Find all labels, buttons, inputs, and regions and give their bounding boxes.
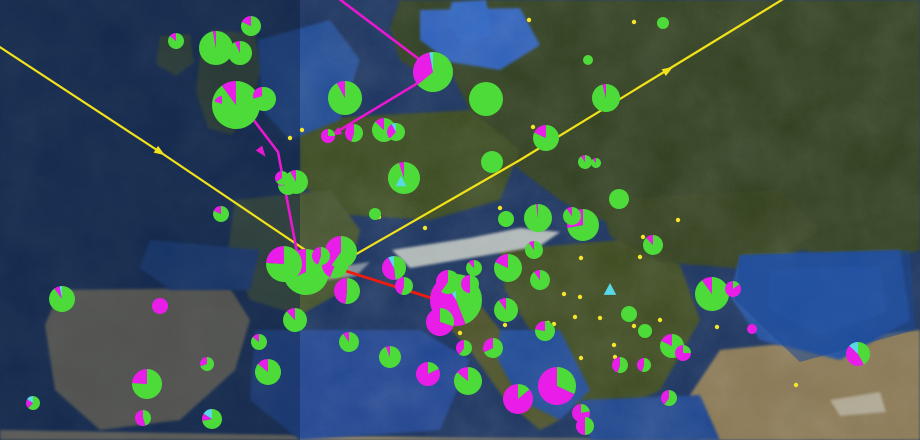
map-canvas[interactable]: Europe satellite basemap with proportion…: [0, 0, 920, 440]
satellite-basemap: [0, 0, 920, 440]
